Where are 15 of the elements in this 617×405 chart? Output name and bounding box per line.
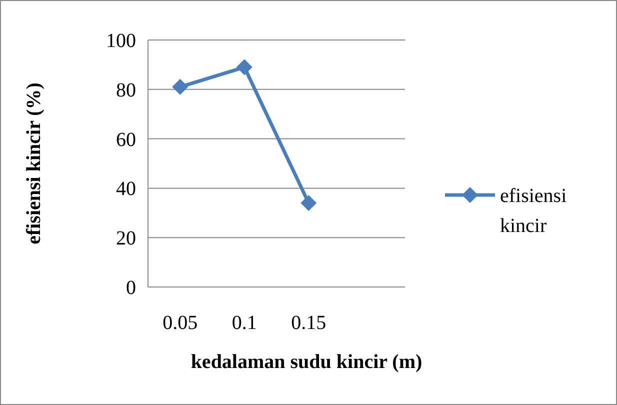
y-tick-label: 80 [116,79,136,102]
x-axis-title: kedalaman sudu kincir (m) [190,351,422,373]
y-tick-label: 100 [106,30,136,52]
y-tick-label: 20 [116,228,136,250]
y-tick-label: 0 [126,277,136,299]
x-tick-label: 0.1 [232,312,257,334]
legend-label: efisiensi kincir [500,185,568,237]
x-tick-label: 0.15 [291,312,326,334]
point [172,78,188,95]
point [300,195,317,212]
x-tick-label: 0.05 [162,312,198,334]
point [236,59,252,76]
y-tick-label: 60 [116,128,136,151]
y-tick-label: 40 [116,178,136,200]
y-axis-title: efisiensi kincir (%) [23,82,45,244]
